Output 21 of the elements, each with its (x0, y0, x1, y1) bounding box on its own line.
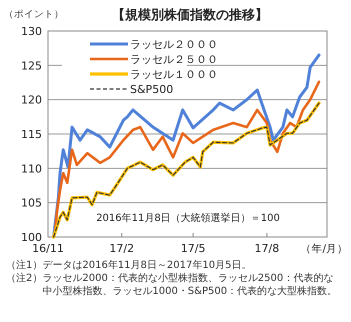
chart-title: 【規模別株価指数の推移】 (112, 7, 268, 23)
legend-label: S&P500 (130, 83, 174, 96)
x-axis-title: （年/月） (300, 243, 348, 255)
y-tick-label: 110 (21, 162, 42, 176)
x-tick-label: 17/8 (254, 242, 280, 255)
annotation: 2016年11月8日（大統領選挙日）＝100 (96, 212, 280, 224)
y-axis-title: （ポイント） (4, 9, 64, 20)
x-tick-label: 17/2 (109, 242, 134, 255)
y-tick-label: 100 (21, 231, 42, 244)
y-tick-label: 120 (21, 94, 42, 107)
y-tick-label: 105 (21, 196, 42, 210)
y-tick-label: 130 (21, 25, 42, 38)
text: （注1）データは2016年11月8日～2017年10月5日。 (6, 259, 252, 271)
y-tick-label: 115 (21, 128, 42, 141)
legend-label: ラッセル２０００ (130, 38, 218, 51)
legend-label: ラッセル２５００ (130, 53, 218, 66)
legend-label: ラッセル１０００ (130, 68, 218, 81)
text: （注2）ラッセル2000：代表的な小型株指数、ラッセル2500：代表的な中小型株指数、ラッセル1000・S&P500：代表的な大型株指数。 (6, 272, 338, 297)
x-tick-label: 17/5 (180, 242, 206, 255)
x-tick-label: 16/11 (32, 242, 64, 255)
y-tick-label: 125 (21, 59, 42, 72)
